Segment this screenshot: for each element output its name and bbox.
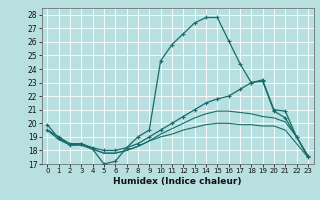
X-axis label: Humidex (Indice chaleur): Humidex (Indice chaleur) bbox=[113, 177, 242, 186]
